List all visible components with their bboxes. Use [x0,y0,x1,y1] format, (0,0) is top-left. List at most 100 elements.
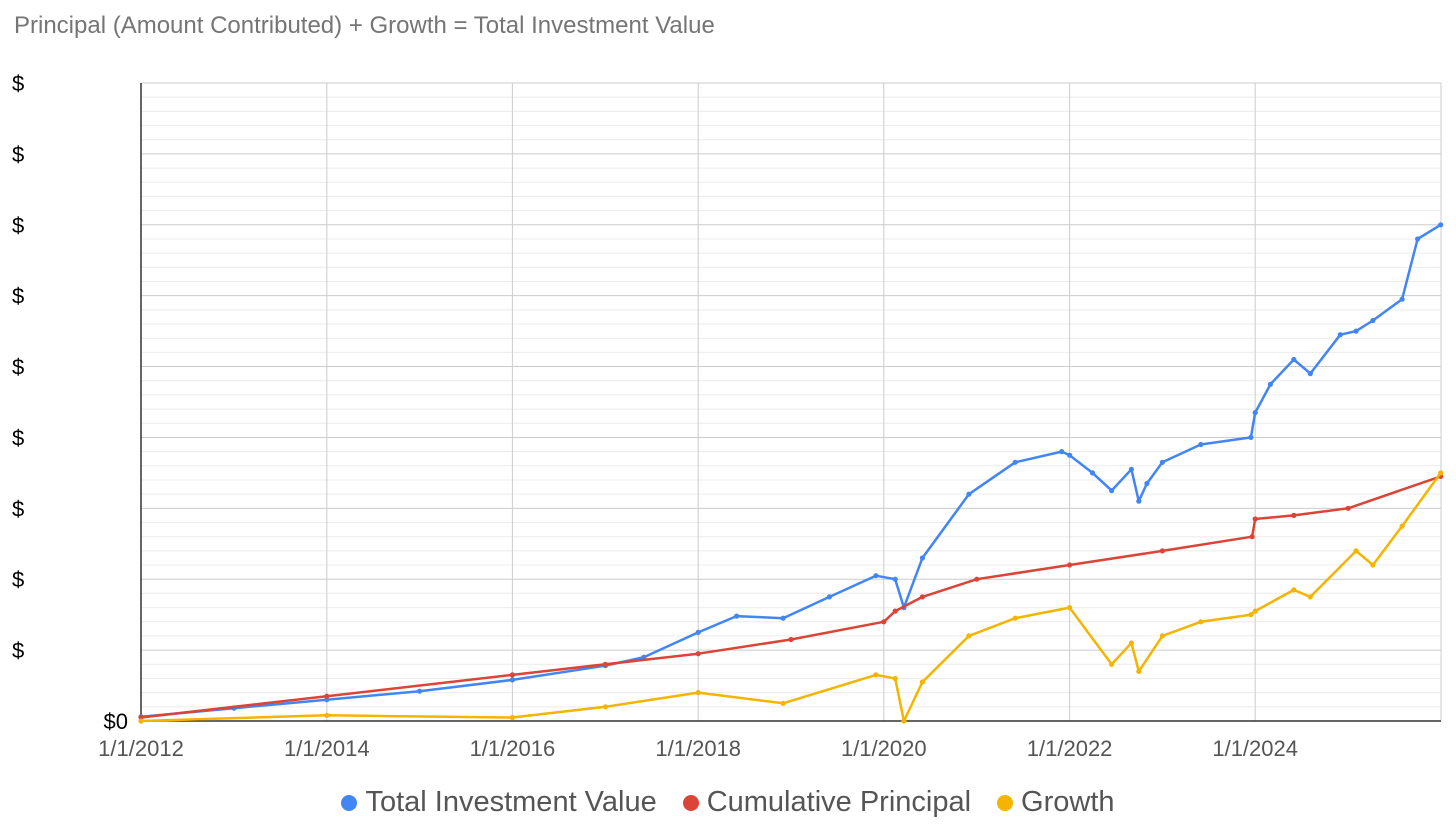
data-point [826,594,833,600]
data-point [695,629,701,636]
data-point [1399,523,1405,529]
series-total-investment-value [138,222,1444,720]
legend-item[interactable]: Growth [997,786,1115,819]
data-point [892,675,898,682]
data-point [1089,470,1096,476]
y-tick-label: $ [12,355,24,380]
data-point [417,688,423,694]
data-point [1159,633,1165,639]
data-point [1353,548,1359,554]
data-point [1252,608,1258,614]
x-tick-label: 1/1/2016 [470,736,556,761]
data-point [966,491,972,497]
data-point [602,661,609,667]
legend-dot-icon [341,794,358,811]
data-point [509,714,515,721]
data-point [892,576,898,582]
x-tick-label: 1/1/2022 [1027,736,1113,761]
data-point [919,594,926,600]
data-point [1267,381,1273,387]
series-line [140,223,1442,718]
data-point [1067,452,1073,458]
data-point [509,672,515,678]
data-point [1109,661,1115,667]
data-point [509,677,515,683]
y-tick-label: $ [12,425,24,450]
data-point [1012,615,1018,621]
data-point [1307,371,1313,377]
data-point [1438,470,1444,476]
data-point [1012,459,1018,465]
legend-label: Cumulative Principal [706,786,972,818]
data-point [1399,296,1405,302]
legend: Total Investment Value Cumulative Princip… [0,786,1456,819]
data-point [1159,548,1165,554]
data-point [1159,459,1165,465]
data-point [1248,434,1254,440]
data-point [1128,640,1134,646]
data-point [1291,587,1297,593]
data-point [788,636,794,643]
legend-item[interactable]: Cumulative Principal [682,786,972,819]
data-point [1252,410,1258,416]
data-point [1291,512,1297,519]
data-point [1198,619,1204,625]
legend-item[interactable]: Total Investment Value [341,786,657,819]
series-line [140,472,1442,723]
data-point [919,555,926,561]
data-point [138,718,144,724]
major-gridlines [140,82,1442,722]
data-point [1067,605,1073,611]
legend-label: Growth [1021,786,1115,818]
data-point [1067,562,1073,568]
data-point [1198,441,1204,448]
data-point [602,704,609,710]
data-point [873,672,879,678]
y-tick-label: $ [12,496,24,521]
data-point [1353,328,1359,334]
legend-dot-icon [682,794,699,811]
y-tick-label: $ [12,284,24,309]
data-point [1128,466,1134,472]
data-point [1291,356,1297,363]
series-growth [138,470,1444,724]
x-tick-label: 1/1/2020 [841,736,927,761]
data-point [1345,505,1351,511]
y-tick-label: $ [12,142,24,167]
data-point [919,679,926,685]
data-point [873,573,879,579]
data-point [1370,562,1376,568]
line-chart: $0$$$$$$$$$ 1/1/2012 1/1/2014 1/1/2016 1/1/… [12,71,1444,761]
data-point [695,651,701,657]
data-point [734,613,740,619]
data-point [1252,516,1258,522]
x-tick-label: 1/1/2018 [655,736,741,761]
x-axis-ticks: 1/1/2012 1/1/2014 1/1/2016 1/1/2018 1/1/2020… [98,736,1298,761]
data-point [324,712,330,718]
data-point [1249,534,1255,540]
data-point [1136,498,1142,504]
data-point [1109,488,1115,494]
data-point [881,619,887,625]
axes [140,83,1441,722]
data-point [1248,612,1254,618]
x-tick-label: 1/1/2024 [1212,736,1298,761]
data-point [1370,317,1376,324]
y-axis-ticks: $0 $ $ $ $ $ $ $ $ $ [12,71,128,734]
y-tick-label: $ [12,638,24,663]
x-tick-label: 1/1/2012 [98,736,184,761]
series-cumulative-principal [138,473,1444,721]
y-tick-label: $0 [104,709,128,734]
series-line [140,475,1442,719]
data-point [1415,236,1421,242]
legend-label: Total Investment Value [365,786,657,818]
series-layer [138,222,1444,724]
x-tick-label: 1/1/2014 [284,736,370,761]
data-point [1337,332,1343,338]
data-point [780,615,786,621]
data-point [1059,449,1065,455]
y-tick-label: $ [12,71,24,96]
data-point [641,654,647,660]
legend-dot-icon [997,794,1014,811]
data-point [1136,668,1142,675]
